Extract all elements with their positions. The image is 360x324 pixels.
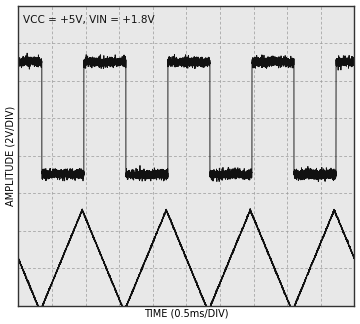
Text: VCC = +5V, VIN = +1.8V: VCC = +5V, VIN = +1.8V [23,15,155,25]
X-axis label: TIME (0.5ms/DIV): TIME (0.5ms/DIV) [144,308,229,318]
Y-axis label: AMPLITUDE (2V/DIV): AMPLITUDE (2V/DIV) [5,106,15,206]
